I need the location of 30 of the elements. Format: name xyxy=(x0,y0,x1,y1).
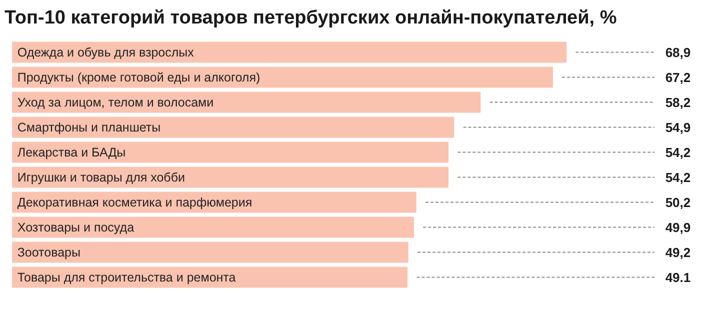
y-tick-label: Смартфоны и планшеты xyxy=(17,120,161,134)
data-label: 49.1 xyxy=(665,270,691,285)
data-label: 58,2 xyxy=(665,94,691,110)
bar xyxy=(12,242,408,263)
bar xyxy=(12,116,454,138)
y-tick-label: Декоративная косметика и парфюмерия xyxy=(17,195,252,210)
data-label: 54,2 xyxy=(665,144,691,160)
data-label: 50,2 xyxy=(665,194,691,210)
bar xyxy=(12,92,481,113)
data-label: 54,2 xyxy=(665,170,691,185)
y-tick-label: Хозтовары и посуда xyxy=(17,220,134,234)
bar xyxy=(12,42,567,63)
y-tick-label: Одежда и обувь для взрослых xyxy=(17,45,195,60)
bar xyxy=(12,266,408,288)
data-label: 54,9 xyxy=(665,120,691,135)
chart-title: Топ-10 категорий товаров петербургских онлайн-покупателей, % xyxy=(4,8,617,28)
bar xyxy=(12,142,448,163)
data-label: 49,2 xyxy=(665,244,691,260)
data-label: 49,9 xyxy=(665,220,691,235)
bar xyxy=(12,216,414,238)
data-label: 67,2 xyxy=(665,70,691,85)
y-tick-label: Игрушки и товары для хобби xyxy=(17,170,185,184)
y-tick-label: Лекарства и БАДы xyxy=(17,145,126,160)
bar xyxy=(12,166,448,188)
data-label: 68,9 xyxy=(665,44,691,60)
bar xyxy=(12,66,553,88)
y-tick-label: Зоотовары xyxy=(17,245,80,260)
y-tick-label: Продукты (кроме готовой еды и алкоголя) xyxy=(17,70,260,84)
y-tick-label: Товары для строительства и ремонта xyxy=(17,270,236,284)
y-tick-label: Уход за лицом, телом и волосами xyxy=(17,95,214,110)
